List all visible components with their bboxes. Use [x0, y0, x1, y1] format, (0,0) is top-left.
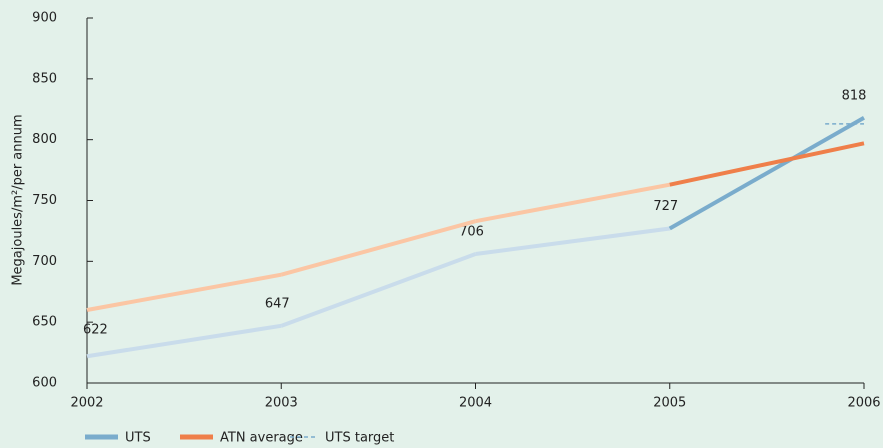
y-tick-label: 700 — [32, 254, 57, 269]
data-label: 727 — [653, 199, 678, 214]
x-tick-label: 2003 — [265, 396, 298, 411]
legend-label: UTS target — [325, 431, 394, 446]
data-label: 622 — [83, 323, 108, 338]
legend-label: ATN average — [220, 431, 303, 446]
y-tick-label: 750 — [32, 193, 57, 208]
y-tick-label: 800 — [32, 132, 57, 147]
line-segment — [669, 141, 865, 187]
line-segment — [475, 226, 671, 257]
y-axis-label: Megajoules/m²/per annum — [11, 114, 26, 285]
data-label: 706 — [459, 225, 484, 240]
x-tick-label: 2002 — [70, 396, 103, 411]
line-segment — [280, 219, 477, 277]
line-segment — [86, 323, 282, 359]
x-tick-label: 2005 — [653, 396, 686, 411]
legend-label: UTS — [125, 431, 151, 446]
line-segment — [668, 116, 865, 231]
x-tick-label: 2004 — [459, 396, 492, 411]
y-tick-label: 850 — [32, 71, 57, 86]
data-label: 818 — [842, 88, 867, 103]
y-tick-label: 900 — [32, 11, 57, 26]
y-tick-label: 650 — [32, 315, 57, 330]
line-segment — [86, 272, 282, 312]
line-segment — [280, 252, 477, 328]
x-tick-label: 2006 — [847, 396, 880, 411]
data-label: 647 — [265, 296, 290, 311]
y-tick-label: 600 — [32, 376, 57, 391]
line-segment — [475, 182, 671, 224]
